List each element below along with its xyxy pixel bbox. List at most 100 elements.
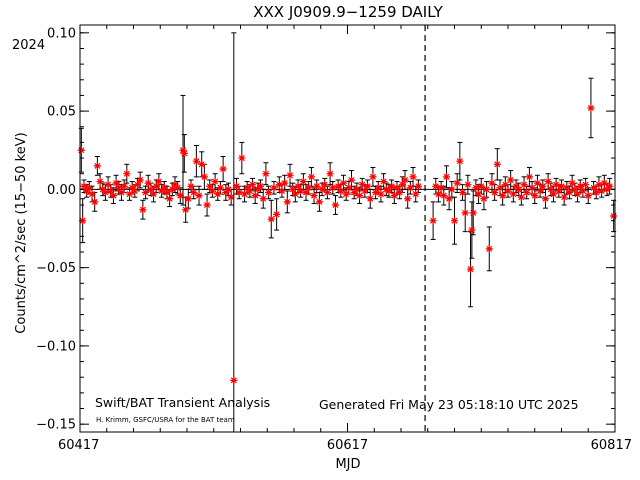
data-point <box>606 182 614 190</box>
data-point <box>302 188 310 197</box>
data-point <box>248 181 257 189</box>
data-point <box>198 160 206 168</box>
data-point <box>117 188 126 197</box>
data-point <box>83 187 91 195</box>
data-point <box>275 181 283 189</box>
data-point <box>179 146 187 154</box>
data-point <box>125 190 134 198</box>
data-point <box>180 149 188 157</box>
x-tick-label: 60617 <box>327 438 368 453</box>
data-point <box>289 185 297 193</box>
data-point <box>91 198 99 206</box>
data-point <box>512 182 520 190</box>
data-point <box>281 179 289 187</box>
data-point <box>592 188 600 197</box>
data-point <box>273 210 281 219</box>
data-point <box>504 187 512 195</box>
data-point <box>581 181 590 189</box>
data-point <box>523 188 531 197</box>
data-point <box>307 173 315 181</box>
data-point <box>366 195 374 203</box>
data-point <box>305 184 313 192</box>
data-point <box>390 192 398 200</box>
data-point <box>168 185 176 193</box>
data-point <box>541 195 550 203</box>
data-point <box>555 187 563 195</box>
data-point <box>286 171 294 179</box>
data-point <box>453 179 461 187</box>
data-point <box>347 176 356 184</box>
data-point <box>445 195 453 203</box>
data-point <box>222 188 230 197</box>
data-point <box>412 190 420 198</box>
data-point <box>329 184 337 192</box>
data-point <box>294 182 302 190</box>
data-point <box>149 190 158 198</box>
data-point <box>109 192 118 200</box>
data-point <box>528 184 536 192</box>
data-point <box>331 201 340 209</box>
data-point <box>240 190 249 198</box>
data-point <box>264 188 273 197</box>
data-point <box>442 173 451 181</box>
data-point <box>326 170 334 178</box>
data-point <box>232 182 241 190</box>
data-point <box>587 104 595 112</box>
data-point <box>434 190 443 198</box>
data-point <box>88 190 96 198</box>
data-point <box>374 184 382 192</box>
data-point <box>313 182 321 190</box>
data-point <box>267 215 275 223</box>
data-point <box>595 181 603 189</box>
data-point <box>139 206 147 214</box>
data-point <box>396 188 404 197</box>
data-point <box>321 181 329 189</box>
data-point <box>549 190 558 198</box>
data-point <box>230 376 238 384</box>
data-point <box>584 192 592 200</box>
data-point <box>600 179 608 187</box>
data-point <box>485 245 493 253</box>
data-point <box>224 185 233 193</box>
data-point <box>128 184 136 192</box>
data-point <box>96 177 104 186</box>
data-point <box>552 181 560 189</box>
data-point <box>358 181 366 189</box>
data-point <box>227 193 235 201</box>
data-point <box>80 182 88 190</box>
y-tick-label: 0.05 <box>47 105 76 120</box>
data-point <box>401 176 409 184</box>
data-point <box>501 181 509 189</box>
data-point <box>160 184 168 192</box>
data-point <box>610 212 618 220</box>
data-point <box>176 192 184 200</box>
data-point <box>85 184 93 192</box>
data-layer <box>77 32 618 433</box>
data-point <box>123 170 131 178</box>
data-point <box>507 176 515 184</box>
data-point <box>310 192 318 200</box>
data-point <box>598 187 606 195</box>
x-tick-label: 60817 <box>591 438 632 453</box>
data-point <box>339 179 348 187</box>
data-point <box>461 209 469 217</box>
data-point <box>536 187 544 195</box>
data-point <box>432 182 440 190</box>
data-point <box>488 179 496 187</box>
data-point <box>190 188 198 197</box>
data-point <box>195 192 203 200</box>
data-point <box>565 188 574 197</box>
y-tick-label: 0.10 <box>47 26 76 41</box>
data-point <box>547 185 555 193</box>
data-point <box>377 190 385 198</box>
data-point <box>291 190 299 198</box>
y-axis-label: Counts/cm^2/sec (15−50 keV) <box>14 132 29 333</box>
data-point <box>409 173 417 181</box>
x-tick-label: 60417 <box>58 438 99 453</box>
data-point <box>171 181 179 189</box>
data-point <box>187 182 195 190</box>
data-point <box>590 184 598 192</box>
data-point <box>144 179 152 187</box>
data-point <box>496 184 504 192</box>
data-point <box>398 181 406 189</box>
